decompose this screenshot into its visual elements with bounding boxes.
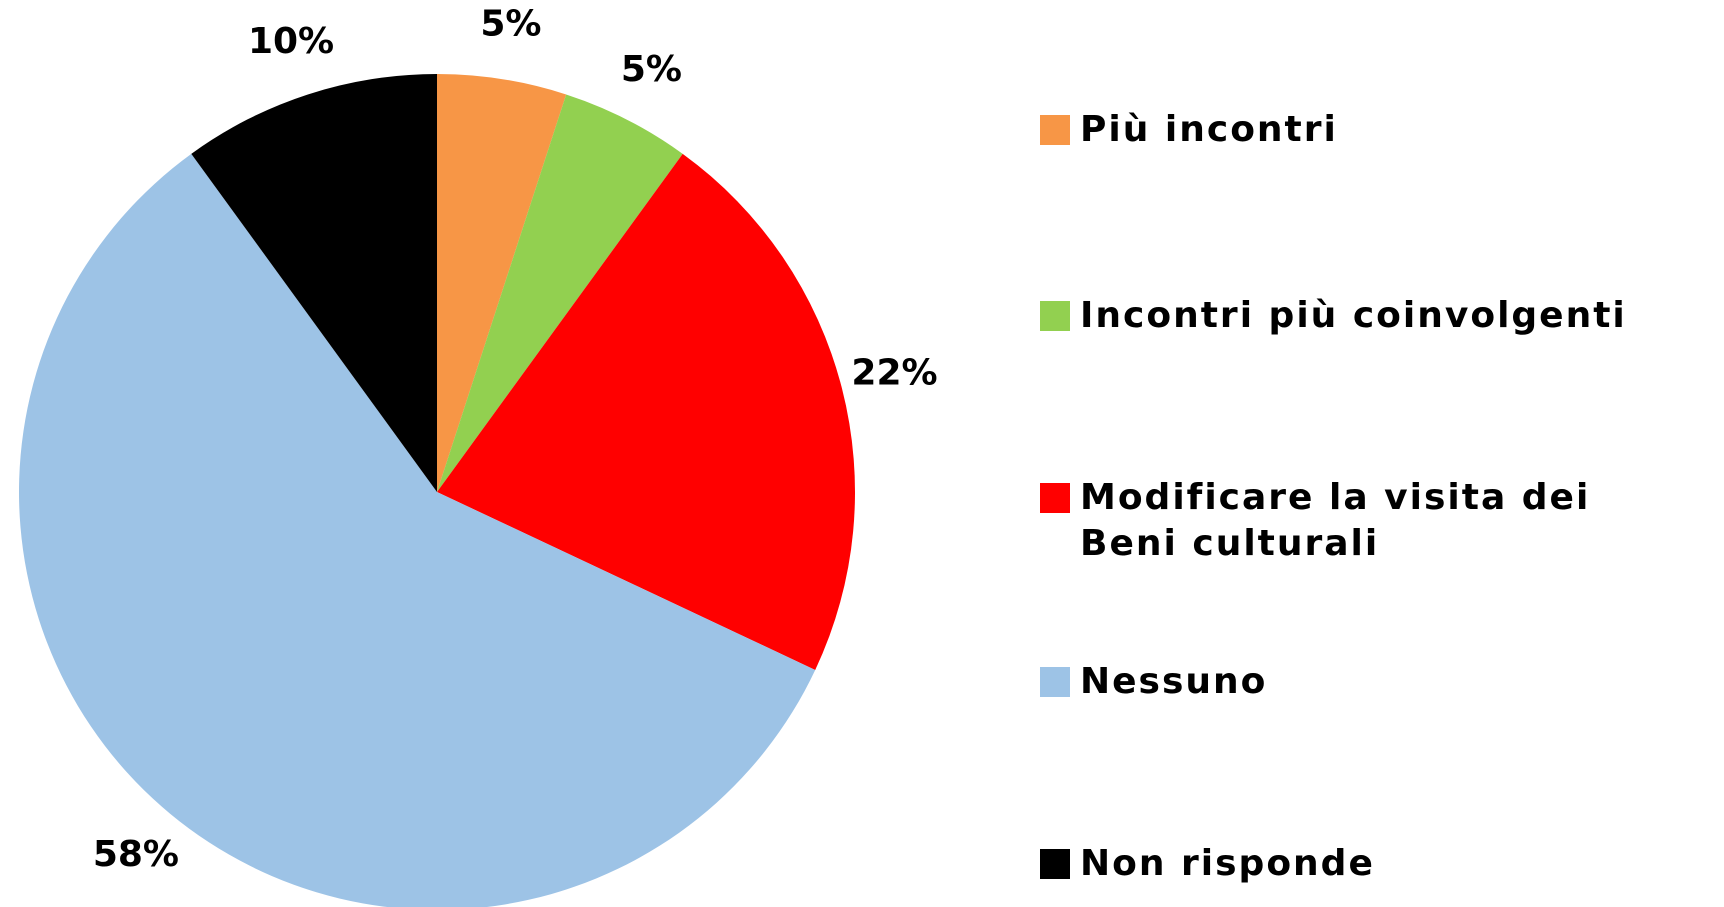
- legend-item: Incontri più coinvolgenti: [1040, 293, 1680, 339]
- legend-label: Più incontri: [1080, 109, 1338, 150]
- legend-item: Modificare la visita dei Beni culturali: [1040, 475, 1680, 567]
- pie-slice: [19, 153, 816, 907]
- legend-item: Più incontri: [1040, 107, 1680, 153]
- data-label: 58%: [93, 834, 179, 875]
- legend-swatch: [1040, 301, 1070, 331]
- data-label: 10%: [248, 21, 334, 62]
- legend-label: Modificare la visita dei Beni culturali: [1080, 477, 1591, 564]
- legend-item: Nessuno: [1040, 659, 1680, 705]
- pie-slice: [437, 94, 683, 492]
- legend-swatch: [1040, 483, 1070, 513]
- legend-label: Incontri più coinvolgenti: [1080, 295, 1627, 336]
- pie-area: 5% 5% 22% 58% 10%: [19, 3, 938, 907]
- legend-item: Non risponde: [1040, 841, 1680, 887]
- data-label: 22%: [851, 353, 937, 394]
- legend-label: Nessuno: [1080, 661, 1268, 702]
- legend-swatch: [1040, 115, 1070, 145]
- pie-slice: [437, 74, 567, 492]
- legend-label: Non risponde: [1080, 843, 1375, 884]
- data-label: 5%: [480, 3, 541, 44]
- data-label: 5%: [621, 49, 682, 90]
- legend: Più incontri Incontri più coinvolgenti Mod…: [1040, 0, 1720, 907]
- legend-swatch: [1040, 667, 1070, 697]
- pie-slice: [191, 74, 437, 492]
- legend-swatch: [1040, 849, 1070, 879]
- pie-slice: [437, 153, 855, 670]
